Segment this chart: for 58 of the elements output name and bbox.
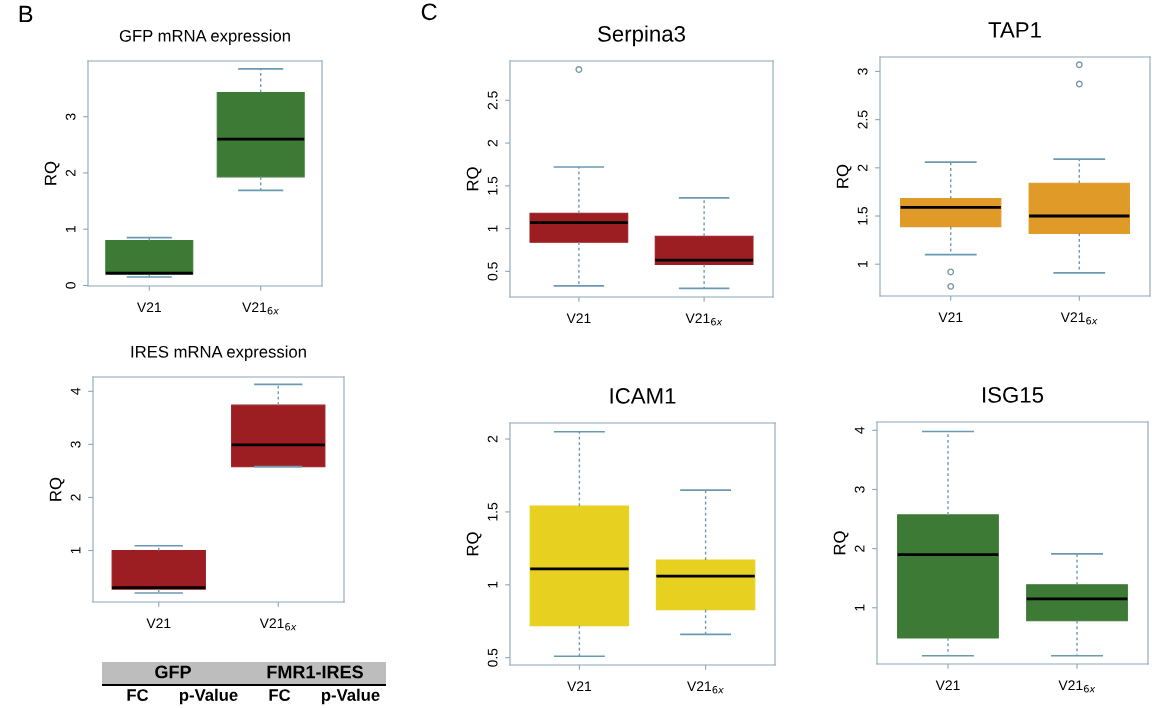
x-tick-label: V21 — [566, 313, 591, 324]
y-tick-label: 4 — [854, 426, 865, 434]
y-tick-label: 2 — [857, 164, 868, 171]
y-tick-label: 3 — [65, 113, 76, 121]
y-tick-label: 2 — [65, 169, 76, 177]
y-axis-title: RQ — [466, 167, 482, 191]
chart-title: IRES mRNA expression — [131, 345, 306, 362]
y-tick-label: 2 — [487, 435, 498, 443]
y-tick-label: 2 — [487, 139, 498, 147]
x-tick-label: V21 — [935, 680, 960, 691]
x-tick-label: V21$_{6x}$ — [685, 313, 723, 326]
chart-title: ICAM1 — [610, 388, 676, 404]
x-tick-label: V21 — [567, 681, 592, 692]
x-tick-label: V21$_{6x}$ — [259, 618, 297, 631]
y-axis-title: RQ — [836, 164, 852, 188]
chart-title: GFP mRNA expression — [119, 29, 290, 46]
text: C — [421, 3, 437, 21]
y-axis-title: RQ — [44, 161, 60, 185]
y-tick-label: 1 — [854, 604, 865, 611]
y-tick-label: 1 — [857, 261, 868, 267]
y-tick-label: 1 — [70, 547, 81, 554]
y-axis-title: RQ — [466, 532, 482, 556]
y-tick-label: 3 — [70, 441, 81, 448]
y-tick-label: 1.5 — [857, 206, 868, 225]
y-tick-label: 0 — [65, 282, 76, 289]
x-tick-label: V21 — [938, 312, 963, 323]
y-tick-label: 3 — [854, 486, 865, 493]
y-tick-label: 0.5 — [487, 648, 498, 667]
y-tick-label: 2.5 — [857, 110, 868, 129]
x-tick-label: V21 — [146, 618, 171, 629]
y-tick-label: 2 — [70, 494, 81, 501]
text: FMR1-IRES — [267, 665, 363, 679]
text: p-Value — [321, 688, 380, 705]
chart-title: TAP1 — [988, 22, 1041, 38]
y-tick-label: 1.5 — [487, 176, 498, 195]
y-tick-label: 3 — [857, 68, 868, 75]
x-tick-label: V21$_{6x}$ — [242, 302, 279, 315]
y-axis-title: RQ — [833, 531, 849, 555]
x-tick-label: V21 — [136, 302, 161, 313]
text: FC — [269, 689, 291, 701]
x-tick-label: V21$_{6x}$ — [1060, 312, 1098, 325]
text: B — [19, 5, 33, 23]
y-axis-title: RQ — [49, 477, 65, 501]
x-tick-label: V21$_{6x}$ — [687, 681, 724, 694]
text: GFP — [155, 665, 191, 679]
y-tick-label: 1.5 — [487, 502, 498, 521]
y-tick-label: 2 — [854, 545, 865, 552]
y-tick-label: 0.5 — [487, 262, 498, 281]
y-tick-label: 2.5 — [487, 91, 498, 110]
y-tick-label: 1 — [487, 581, 498, 588]
x-tick-label: V21$_{6x}$ — [1058, 680, 1096, 693]
chart-title: ISG15 — [983, 387, 1044, 403]
chart-title: Serpina3 — [598, 25, 685, 47]
y-tick-label: 1 — [65, 226, 76, 232]
text: p-Value — [179, 688, 238, 705]
y-tick-label: 4 — [70, 387, 81, 395]
text: FC — [127, 689, 149, 701]
y-tick-label: 1 — [487, 225, 498, 232]
